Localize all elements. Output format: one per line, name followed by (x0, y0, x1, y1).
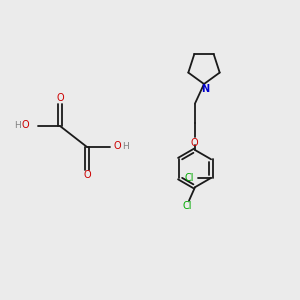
Text: O: O (22, 120, 29, 130)
Text: O: O (114, 141, 122, 152)
Text: O: O (83, 169, 91, 180)
Text: H: H (122, 142, 129, 151)
Text: Cl: Cl (183, 201, 192, 211)
Text: N: N (201, 84, 210, 94)
Text: O: O (56, 93, 64, 103)
Text: Cl: Cl (184, 173, 194, 183)
Text: O: O (190, 137, 198, 148)
Text: H: H (14, 121, 21, 130)
